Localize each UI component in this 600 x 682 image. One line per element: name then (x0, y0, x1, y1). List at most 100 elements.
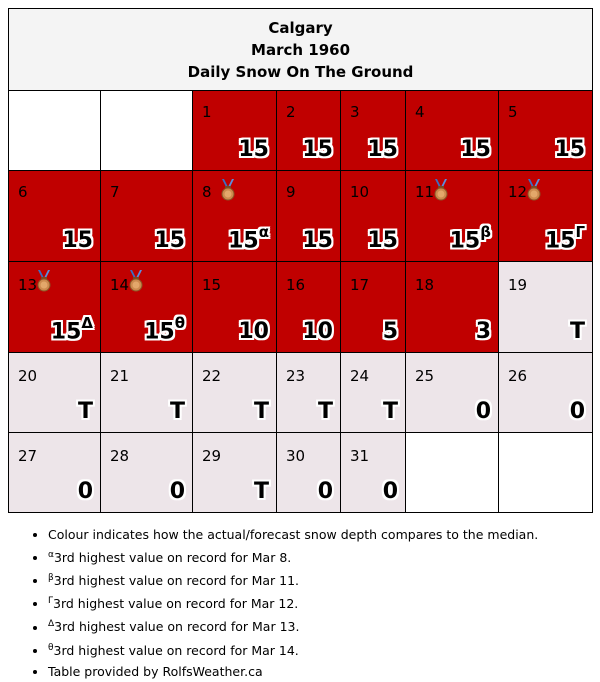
day-cell: 9 15 (276, 170, 341, 262)
day-number: 12 (508, 183, 528, 201)
snow-depth-value: 10 (302, 319, 333, 344)
snow-depth-value: 5 (383, 319, 398, 344)
day-cell: 10 15 (340, 170, 406, 262)
snow-depth-value: 0 (78, 479, 93, 504)
day-number: 8 (202, 183, 212, 201)
day-number: 20 (18, 367, 38, 385)
snow-depth-number: 15 (302, 228, 333, 253)
snow-depth-number: 15 (144, 319, 175, 344)
snow-depth-value: 15 (238, 137, 269, 162)
snow-depth-number: 15 (238, 137, 269, 162)
day-cell: 14 15θ (100, 261, 193, 353)
snow-depth-number: 5 (382, 319, 398, 344)
bronze-medal-icon (128, 270, 144, 292)
snow-depth-value: 0 (383, 479, 398, 504)
legend-note: β3rd highest value on record for Mar 11. (48, 568, 538, 591)
record-marker: β (480, 222, 491, 241)
legend-note: Δ3rd highest value on record for Mar 13. (48, 614, 538, 637)
day-number: 7 (110, 183, 120, 201)
day-cell: 15 10 (192, 261, 277, 353)
snow-depth-value: 15 (62, 228, 93, 253)
day-number: 27 (18, 447, 38, 465)
snow-depth-value: 15 (554, 137, 585, 162)
day-number: 15 (202, 276, 222, 294)
snow-depth-value: 15α (228, 222, 269, 253)
day-number: 24 (350, 367, 370, 385)
day-cell: 5 15 (497, 90, 594, 171)
day-cell: 1 15 (192, 90, 277, 171)
day-number: 9 (286, 183, 296, 201)
snow-depth-value: T (318, 399, 333, 424)
day-number: 4 (415, 103, 425, 121)
record-marker: θ (174, 313, 185, 332)
chart-subtitle: Daily Snow On The Ground (187, 62, 414, 81)
day-number: 11 (415, 183, 435, 201)
day-cell: 25 0 (405, 352, 499, 433)
day-cell: 4 15 (405, 90, 499, 171)
snow-depth-value: 15 (460, 137, 491, 162)
empty-cell (100, 90, 193, 171)
record-marker: Δ (81, 313, 93, 332)
day-cell: 22 T (192, 352, 277, 433)
empty-cell (497, 432, 594, 513)
day-cell: 3 15 (340, 90, 406, 171)
day-number: 1 (202, 103, 212, 121)
day-cell: 26 0 (497, 352, 594, 433)
day-number: 16 (286, 276, 306, 294)
day-cell: 21 T (100, 352, 193, 433)
day-cell: 18 3 (405, 261, 499, 353)
day-cell: 24 T (340, 352, 406, 433)
day-number: 22 (202, 367, 222, 385)
day-cell: 30 0 (276, 432, 341, 513)
snow-depth-value: 15θ (144, 313, 185, 344)
bronze-medal-icon (526, 179, 542, 201)
legend-colour-note: Colour indicates how the actual/forecast… (48, 524, 538, 545)
day-cell: 8 15α (192, 170, 277, 262)
snow-depth-number: 15 (554, 137, 586, 162)
day-cell: 16 10 (276, 261, 341, 353)
snow-depth-number: 0 (169, 479, 185, 504)
snow-depth-value: T (570, 319, 585, 344)
snow-depth-value: 15 (154, 228, 185, 253)
day-cell: 31 0 (340, 432, 406, 513)
day-number: 31 (350, 447, 370, 465)
day-number: 13 (18, 276, 38, 294)
day-number: 6 (18, 183, 28, 201)
day-number: 28 (110, 447, 130, 465)
snow-depth-number: 15 (154, 228, 185, 253)
snow-depth-number: T (77, 399, 93, 424)
snow-depth-value: T (254, 399, 269, 424)
snow-depth-number: 10 (302, 319, 333, 344)
day-number: 23 (286, 367, 306, 385)
empty-cell (405, 432, 499, 513)
snow-depth-number: T (570, 319, 586, 344)
record-marker: α (258, 222, 269, 241)
snow-depth-number: 15 (302, 137, 333, 162)
legend-list: Colour indicates how the actual/forecast… (28, 524, 538, 682)
day-cell: 29 T (192, 432, 277, 513)
day-cell: 19 T (497, 261, 594, 353)
day-cell: 17 5 (340, 261, 406, 353)
snow-depth-number: 15 (50, 319, 82, 344)
day-number: 21 (110, 367, 130, 385)
snow-depth-number: 15 (544, 228, 576, 253)
day-number: 10 (350, 183, 370, 201)
snow-depth-number: 3 (475, 319, 491, 344)
snow-depth-number: 0 (317, 479, 333, 504)
snow-depth-number: 15 (62, 228, 93, 253)
snow-depth-value: 15Δ (50, 313, 93, 344)
snow-depth-value: T (254, 479, 269, 504)
snow-depth-value: T (383, 399, 398, 424)
snow-depth-value: 15Γ (544, 223, 585, 253)
day-number: 29 (202, 447, 222, 465)
city-title: Calgary (268, 18, 333, 37)
snow-depth-number: 0 (569, 399, 586, 424)
snow-depth-value: 0 (570, 399, 585, 424)
snow-depth-number: T (253, 479, 269, 504)
empty-cell (8, 90, 101, 171)
legend-credit: Table provided by RolfsWeather.ca (48, 661, 538, 682)
snow-depth-number: T (317, 399, 333, 424)
day-cell: 2 15 (276, 90, 341, 171)
day-cell: 7 15 (100, 170, 193, 262)
snow-depth-number: 15 (449, 228, 481, 253)
